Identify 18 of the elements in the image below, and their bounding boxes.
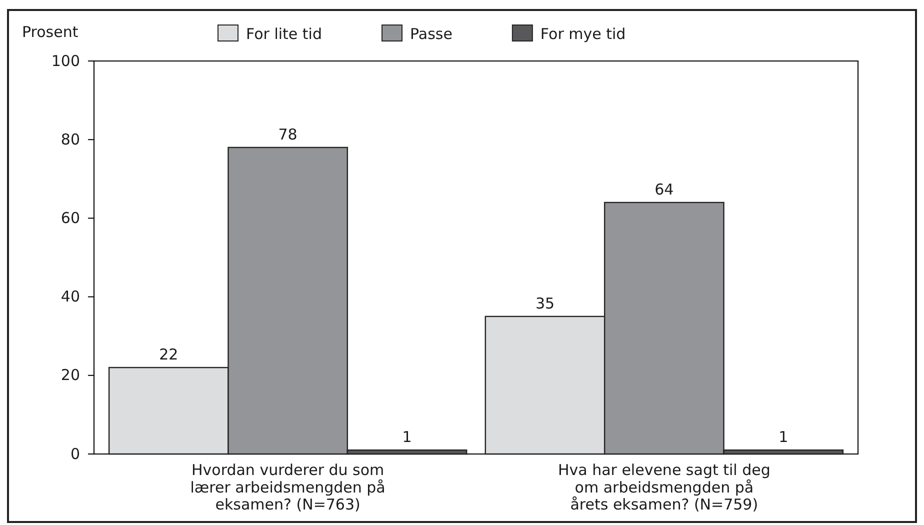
y-tick-label: 60 — [60, 209, 80, 227]
legend-label: For lite tid — [246, 25, 322, 43]
x-tick-label: Hvordan vurderer du som lærer arbeidsmengden på eksamen? (N=763) — [190, 461, 386, 514]
legend-label: Passe — [410, 25, 452, 43]
data-label: 1 — [778, 428, 788, 446]
data-label: 22 — [159, 346, 178, 364]
y-axis-title: Prosent — [22, 23, 78, 41]
data-label: 78 — [278, 125, 298, 144]
y-tick-label: 0 — [70, 444, 80, 463]
legend-label: For mye tid — [540, 25, 626, 43]
x-tick-label: Hva har elevene sagt til deg om arbeidsmengden på årets eksamen? (N=759) — [558, 461, 770, 514]
y-tick-label: 20 — [60, 366, 80, 384]
y-tick-label: 40 — [60, 288, 80, 306]
data-label: 35 — [535, 294, 555, 312]
y-tick-label: 100 — [51, 52, 80, 70]
y-tick-label: 80 — [60, 130, 80, 148]
data-label: 64 — [654, 180, 674, 198]
data-label: 1 — [402, 428, 412, 446]
